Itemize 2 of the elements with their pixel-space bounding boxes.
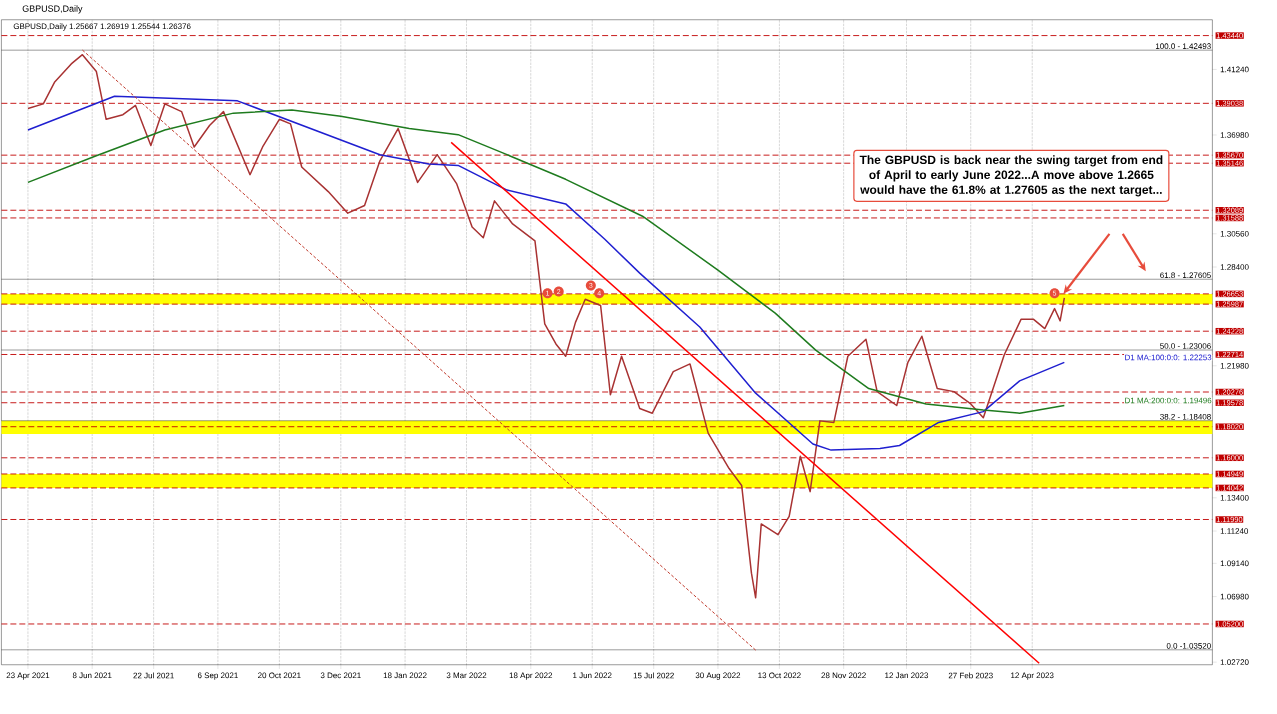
annotation: The GBPUSD is back near the swing target from end of April to early June 2022...A move above 1.2665 would have the 61.8% at 1.27605 as the next target... — [859, 155, 1163, 197]
chart-title: GBPUSD,Daily — [22, 5, 83, 14]
